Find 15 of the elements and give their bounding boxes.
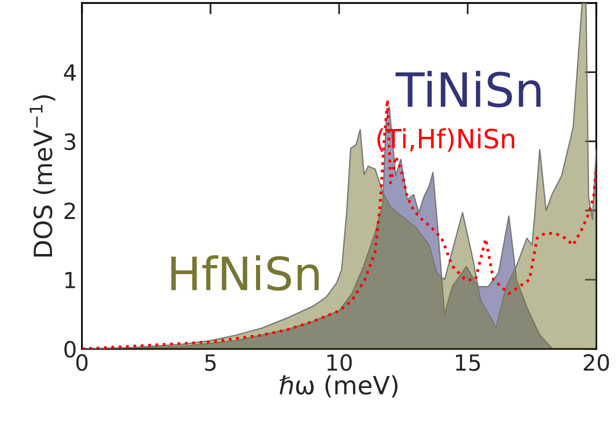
series-label: (Ti,Hf)NiSn	[377, 128, 514, 152]
y-axis-title: DOS (meV$^{−1}$)	[30, 95, 56, 256]
x-axis-title: ℏω (meV)	[280, 375, 398, 398]
x-tick-label: 0	[76, 354, 88, 371]
y-tick-label: 2	[64, 202, 75, 219]
series-label: HfNiSn	[171, 255, 319, 291]
y-tick-label: 4	[64, 64, 76, 81]
x-tick-label: 15	[456, 354, 480, 371]
x-tick-label: 5	[205, 354, 216, 371]
x-tick-label: 20	[584, 354, 609, 371]
x-tick-label: 10	[327, 354, 352, 371]
y-tick-label: 3	[64, 133, 76, 150]
y-tick-label: 0	[64, 340, 76, 358]
legend-label: TiNiSn	[396, 70, 541, 108]
y-tick-label: 1	[65, 272, 76, 288]
